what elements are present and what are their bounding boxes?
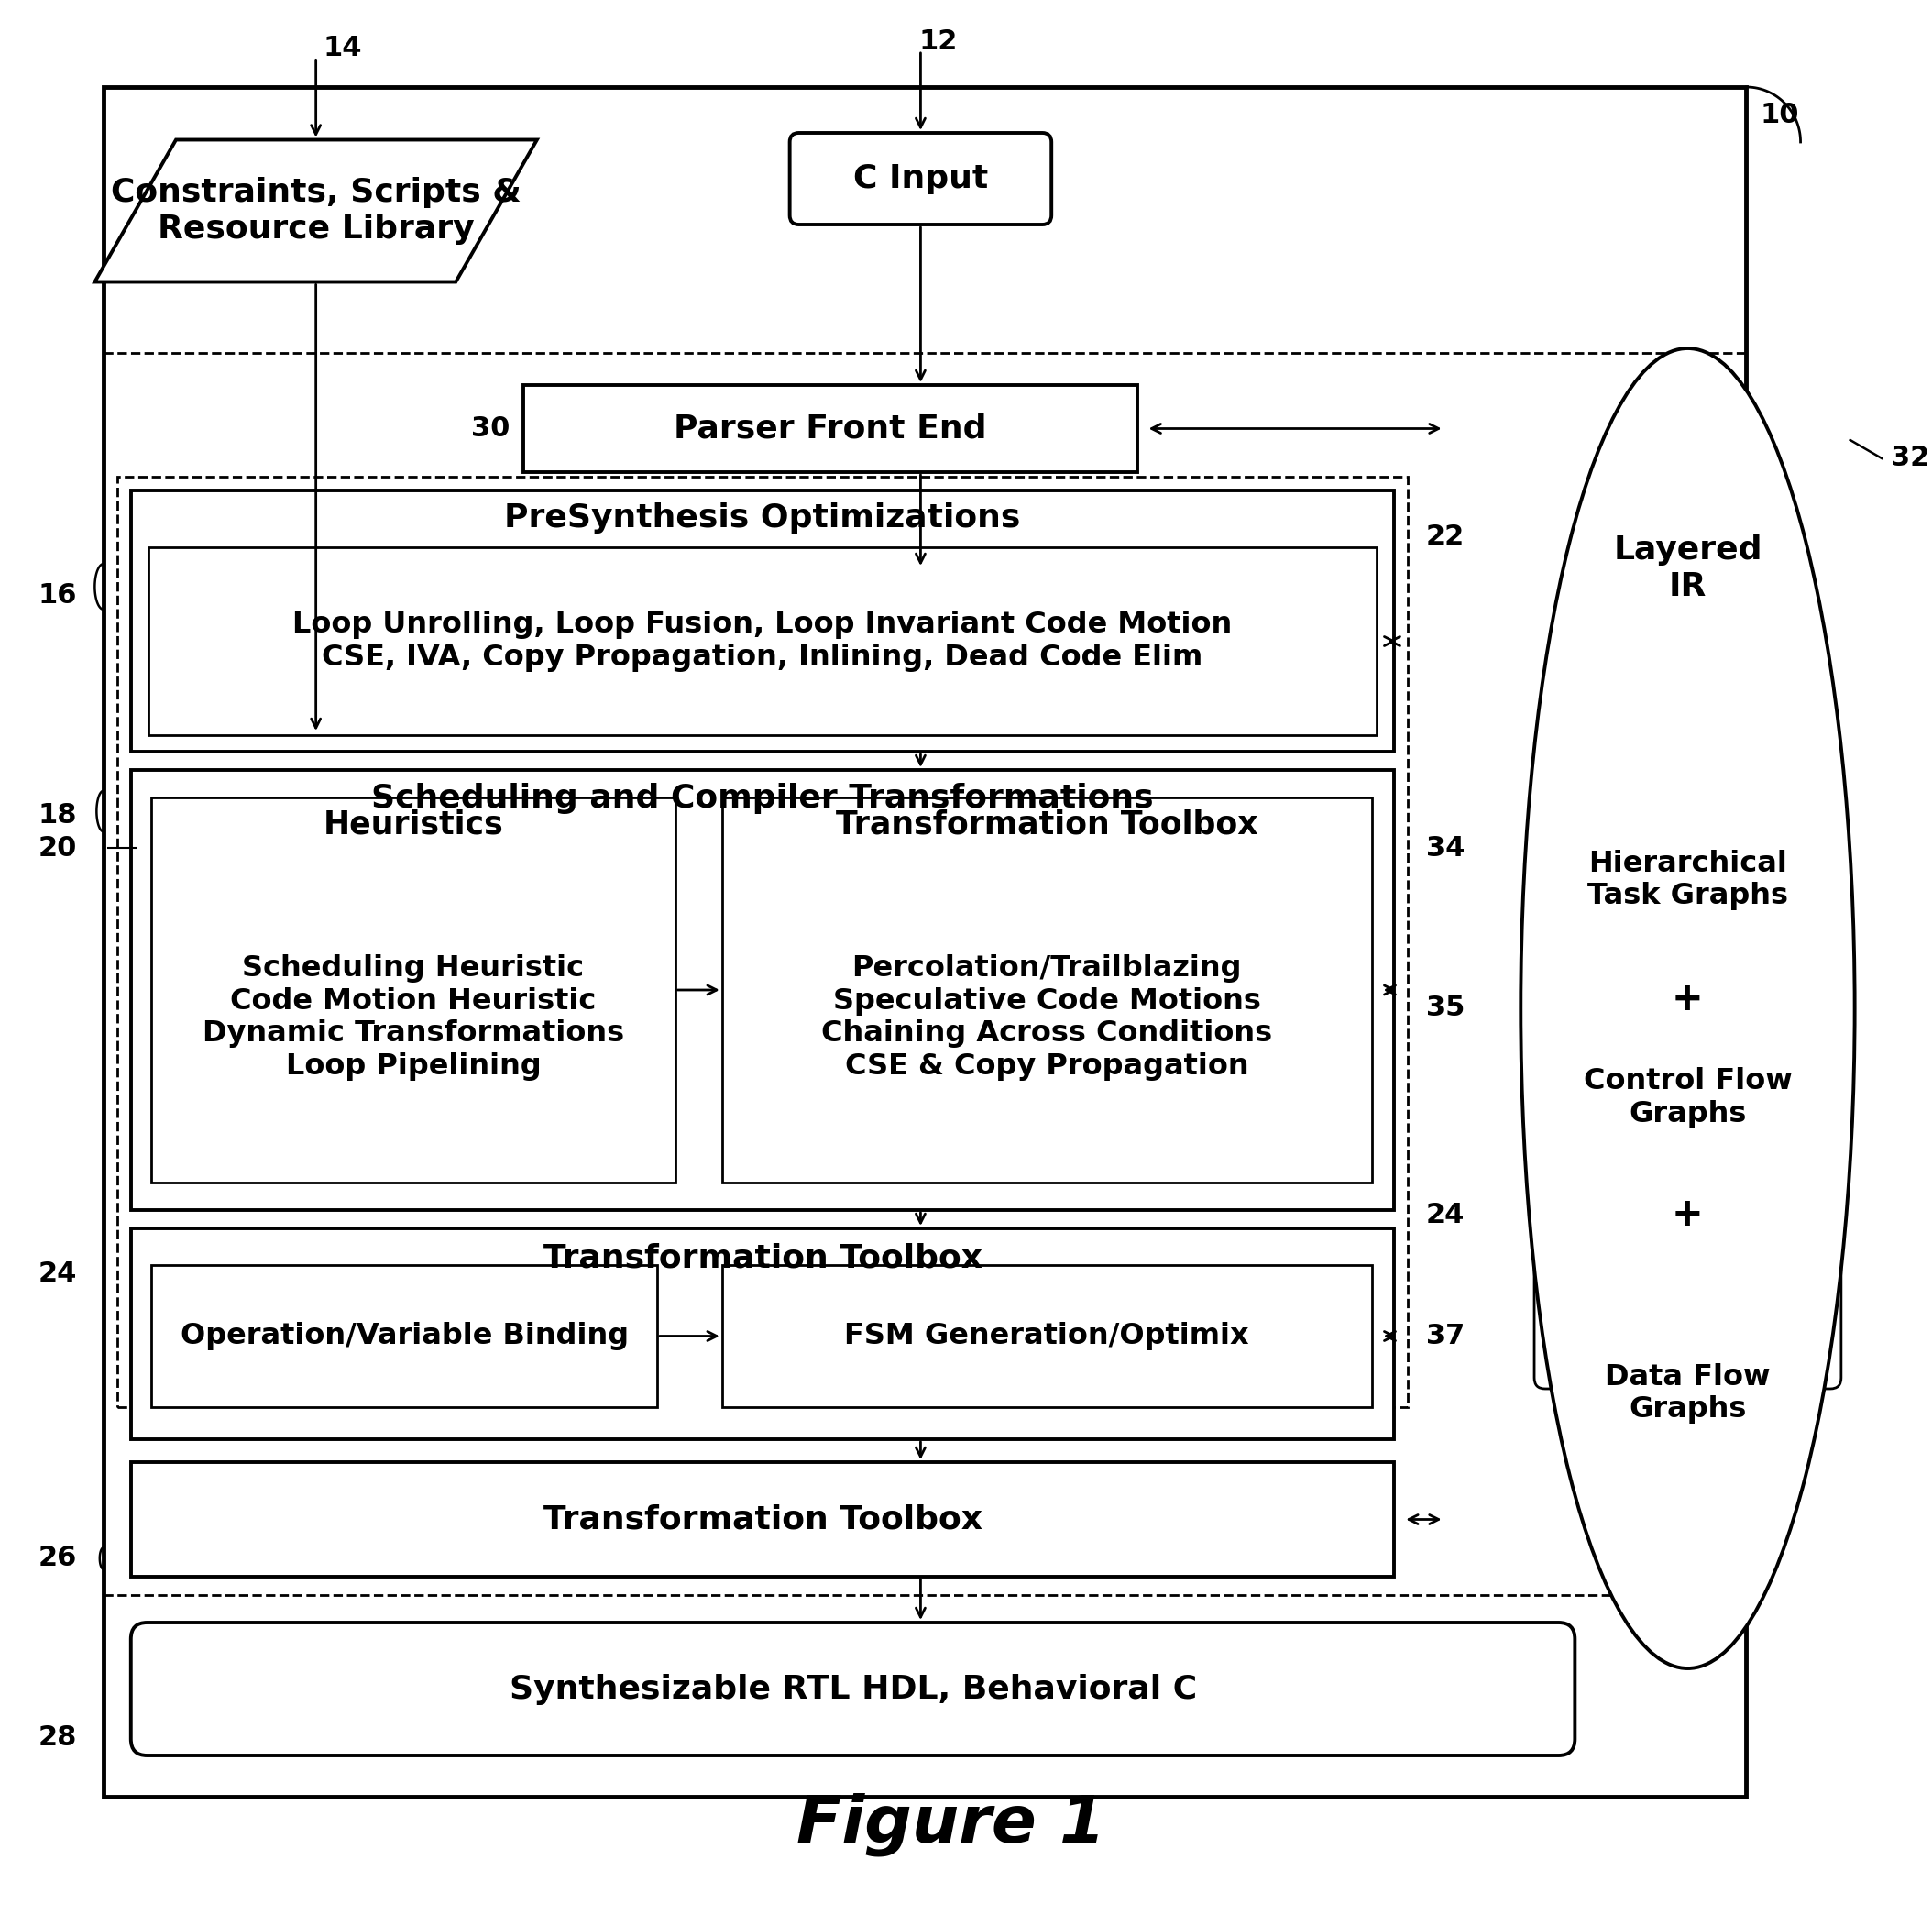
- Bar: [131, 1229, 1395, 1439]
- Text: 30: 30: [471, 415, 510, 442]
- Text: 28: 28: [39, 1725, 77, 1751]
- FancyBboxPatch shape: [131, 1623, 1575, 1755]
- Bar: [131, 1462, 1395, 1577]
- Bar: [131, 490, 1395, 752]
- Text: FSM Generation/Optimix: FSM Generation/Optimix: [844, 1323, 1250, 1349]
- Text: 37: 37: [1426, 1323, 1464, 1349]
- Text: Transformation Toolbox: Transformation Toolbox: [543, 1242, 981, 1273]
- Bar: [151, 1265, 657, 1407]
- Text: Operation/Variable Binding: Operation/Variable Binding: [180, 1323, 628, 1349]
- FancyBboxPatch shape: [790, 132, 1051, 224]
- Text: 32: 32: [1891, 446, 1930, 471]
- Text: +: +: [1671, 980, 1704, 1018]
- FancyBboxPatch shape: [1534, 798, 1841, 963]
- Bar: [151, 798, 674, 1183]
- Text: 20: 20: [39, 835, 77, 861]
- Text: 26: 26: [39, 1545, 77, 1571]
- Text: Synthesizable RTL HDL, Behavioral C: Synthesizable RTL HDL, Behavioral C: [510, 1673, 1196, 1705]
- Text: Layered
IR: Layered IR: [1613, 534, 1762, 603]
- Text: +: +: [1671, 1196, 1704, 1235]
- Bar: [131, 769, 1395, 1210]
- Text: 35: 35: [1426, 995, 1464, 1022]
- Text: PreSynthesis Optimizations: PreSynthesis Optimizations: [504, 501, 1020, 534]
- Text: Figure 1: Figure 1: [796, 1792, 1105, 1857]
- Text: 34: 34: [1426, 835, 1464, 861]
- Text: Transformation Toolbox: Transformation Toolbox: [543, 1504, 981, 1535]
- Text: C Input: C Input: [854, 163, 987, 195]
- Text: Loop Unrolling, Loop Fusion, Loop Invariant Code Motion
CSE, IVA, Copy Propagati: Loop Unrolling, Loop Fusion, Loop Invari…: [294, 611, 1233, 672]
- Bar: [104, 86, 1747, 1797]
- Text: Control Flow
Graphs: Control Flow Graphs: [1584, 1068, 1793, 1129]
- Bar: [149, 547, 1376, 735]
- Text: 10: 10: [1760, 101, 1799, 128]
- Bar: [723, 1265, 1372, 1407]
- Text: Data Flow
Graphs: Data Flow Graphs: [1605, 1363, 1770, 1424]
- Text: Percolation/Trailblazing
Speculative Code Motions
Chaining Across Conditions
CSE: Percolation/Trailblazing Speculative Cod…: [821, 953, 1273, 1081]
- Bar: [524, 385, 1138, 473]
- Text: 16: 16: [39, 582, 77, 609]
- FancyBboxPatch shape: [1534, 1018, 1841, 1177]
- FancyBboxPatch shape: [1534, 1238, 1841, 1390]
- Text: Constraints, Scripts &
Resource Library: Constraints, Scripts & Resource Library: [110, 178, 522, 245]
- Text: Transformation Toolbox: Transformation Toolbox: [837, 810, 1258, 840]
- Text: Hierarchical
Task Graphs: Hierarchical Task Graphs: [1588, 850, 1789, 911]
- Text: 24: 24: [39, 1261, 77, 1288]
- Text: 22: 22: [1426, 523, 1464, 549]
- Text: Heuristics: Heuristics: [323, 810, 504, 840]
- Text: 18: 18: [39, 802, 77, 829]
- Text: Parser Front End: Parser Front End: [674, 413, 987, 444]
- Text: Scheduling and Compiler Transformations: Scheduling and Compiler Transformations: [371, 783, 1153, 813]
- Text: Scheduling Heuristic
Code Motion Heuristic
Dynamic Transformations
Loop Pipelini: Scheduling Heuristic Code Motion Heurist…: [203, 953, 624, 1081]
- Ellipse shape: [1520, 348, 1855, 1669]
- Text: 24: 24: [1426, 1202, 1464, 1229]
- Text: 12: 12: [920, 29, 958, 54]
- Bar: [723, 798, 1372, 1183]
- Bar: [118, 477, 1408, 1407]
- Text: 14: 14: [323, 34, 363, 61]
- Polygon shape: [95, 140, 537, 281]
